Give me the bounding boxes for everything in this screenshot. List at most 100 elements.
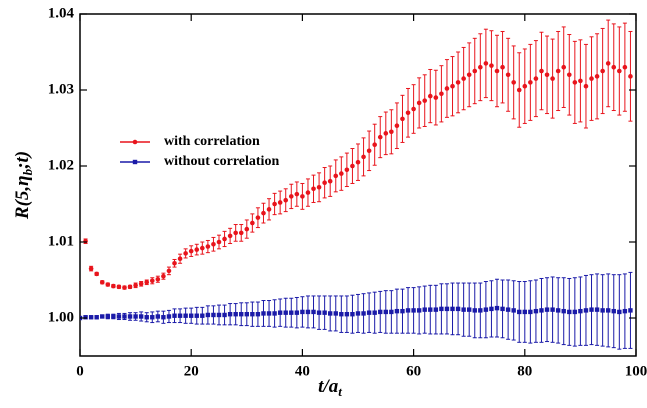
marker xyxy=(344,312,350,317)
marker xyxy=(316,310,322,315)
marker xyxy=(500,306,505,312)
marker xyxy=(377,134,383,140)
marker xyxy=(516,87,522,93)
marker xyxy=(494,305,500,311)
marker xyxy=(149,278,155,284)
marker xyxy=(177,313,183,318)
marker xyxy=(606,308,611,313)
marker xyxy=(111,283,116,289)
marker xyxy=(611,64,617,70)
x-tick-label: 80 xyxy=(517,363,532,379)
marker xyxy=(188,248,194,254)
marker xyxy=(467,307,472,312)
marker xyxy=(277,200,283,205)
plot-frame xyxy=(79,13,637,357)
marker xyxy=(350,312,355,317)
marker xyxy=(422,98,428,103)
marker xyxy=(555,308,561,313)
marker xyxy=(483,61,489,66)
marker xyxy=(572,309,578,315)
marker xyxy=(266,311,272,316)
marker xyxy=(255,215,261,220)
marker xyxy=(522,309,527,315)
marker xyxy=(561,308,566,314)
x-label-main: t/a xyxy=(318,376,339,397)
marker xyxy=(539,308,544,313)
marker xyxy=(339,171,344,176)
marker xyxy=(127,314,133,319)
marker xyxy=(533,76,539,81)
marker xyxy=(394,123,400,129)
marker xyxy=(244,312,249,317)
marker xyxy=(83,315,88,320)
marker xyxy=(194,313,199,318)
marker xyxy=(305,309,311,315)
marker xyxy=(550,76,555,81)
marker xyxy=(328,311,333,316)
marker xyxy=(333,311,338,316)
marker xyxy=(466,72,472,78)
marker xyxy=(361,311,366,316)
marker xyxy=(528,309,533,315)
marker xyxy=(350,163,355,169)
marker xyxy=(494,68,500,74)
marker xyxy=(416,308,422,313)
marker xyxy=(233,312,238,317)
marker xyxy=(200,313,205,318)
marker xyxy=(300,194,305,199)
marker xyxy=(150,315,155,320)
marker xyxy=(255,312,261,317)
x-tick-label: 60 xyxy=(406,363,421,379)
x-tick-label: 40 xyxy=(295,363,310,379)
marker xyxy=(600,308,605,313)
x-tick-label: 0 xyxy=(76,363,84,379)
marker xyxy=(133,283,138,288)
marker xyxy=(366,310,372,315)
marker xyxy=(172,260,177,266)
marker xyxy=(311,309,316,315)
marker xyxy=(355,311,361,316)
marker xyxy=(161,315,166,320)
marker xyxy=(183,313,188,318)
marker xyxy=(289,310,294,315)
marker xyxy=(116,314,122,319)
marker xyxy=(411,308,416,313)
marker xyxy=(105,282,111,287)
marker xyxy=(266,207,272,212)
marker xyxy=(305,190,311,195)
marker xyxy=(122,285,127,290)
y-axis-label: R(5,ηb;t) xyxy=(12,151,35,220)
marker xyxy=(222,236,227,242)
marker xyxy=(622,308,628,314)
marker xyxy=(589,76,594,81)
plot-area xyxy=(80,19,633,350)
marker xyxy=(94,315,99,320)
marker xyxy=(461,76,466,81)
marker xyxy=(261,311,266,316)
marker xyxy=(539,68,544,74)
marker xyxy=(405,308,411,313)
marker xyxy=(161,273,166,279)
marker xyxy=(555,68,561,74)
marker xyxy=(483,307,489,312)
marker xyxy=(116,284,122,290)
marker xyxy=(233,230,238,236)
marker xyxy=(288,194,294,199)
marker xyxy=(127,284,133,290)
marker xyxy=(583,83,589,89)
marker xyxy=(155,314,161,319)
marker xyxy=(605,61,611,66)
marker xyxy=(567,309,572,315)
marker xyxy=(211,312,216,318)
marker xyxy=(272,201,277,207)
y-tick-label: 1.00 xyxy=(48,309,74,325)
marker xyxy=(372,142,377,148)
x-tick-label: 100 xyxy=(625,363,647,379)
marker xyxy=(444,306,450,312)
marker xyxy=(600,68,605,74)
marker xyxy=(216,239,222,245)
marker xyxy=(300,309,305,315)
marker xyxy=(433,307,439,312)
